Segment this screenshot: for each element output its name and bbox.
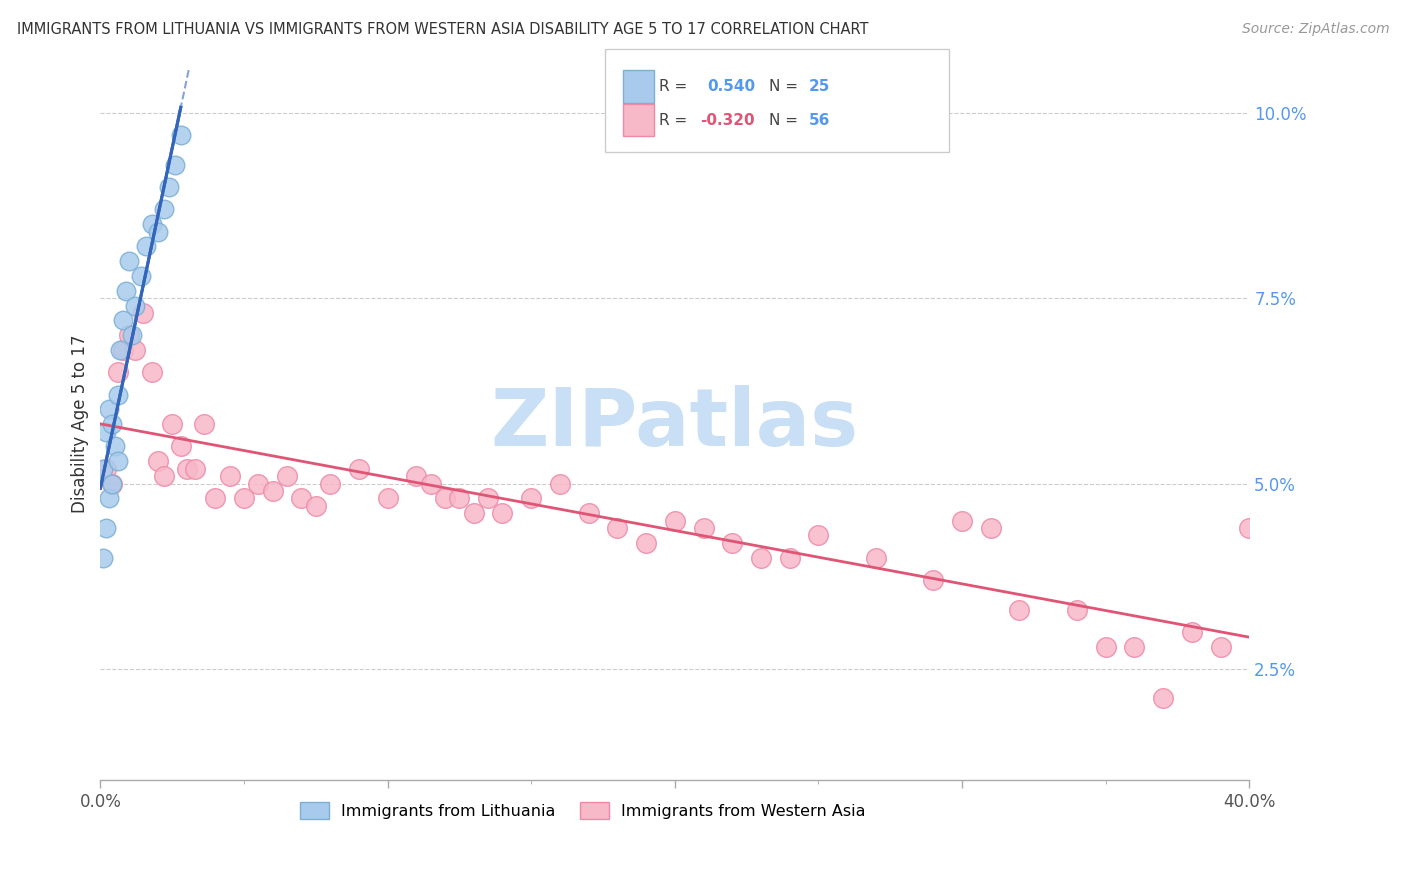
Point [980,521,1002,535]
Point [319,476,342,491]
Point [124,343,146,358]
Point [1181,624,1204,639]
Point [578,506,600,520]
Point [1123,640,1146,654]
Point [434,491,457,506]
Point [132,306,155,320]
Point [115,284,138,298]
Point [94,521,117,535]
Point [94,461,117,475]
Text: Source: ZipAtlas.com: Source: ZipAtlas.com [1241,22,1389,37]
Point [107,454,129,468]
Legend: Immigrants from Lithuania, Immigrants from Western Asia: Immigrants from Lithuania, Immigrants fr… [294,796,872,825]
Point [1066,602,1088,616]
Point [405,469,427,483]
Text: -0.320: -0.320 [700,113,755,128]
Text: N =: N = [769,113,803,128]
Point [463,506,485,520]
Text: R =: R = [659,113,693,128]
Point [664,514,686,528]
Point [636,536,658,550]
Point [160,417,183,432]
Point [779,550,801,565]
Point [118,254,141,268]
Point [305,499,328,513]
Text: 56: 56 [808,113,830,128]
Point [170,440,193,454]
Point [276,469,298,483]
Point [112,343,135,358]
Point [449,491,471,506]
Point [606,521,628,535]
Point [377,491,399,506]
Point [749,550,772,565]
Point [1094,640,1116,654]
Point [1152,691,1174,706]
Point [922,573,945,587]
Point [548,476,571,491]
Point [101,417,124,432]
Point [152,202,174,217]
Text: 25: 25 [808,79,830,94]
Point [807,528,830,542]
Point [121,328,143,343]
Point [107,387,129,401]
Point [129,268,152,283]
Text: IMMIGRANTS FROM LITHUANIA VS IMMIGRANTS FROM WESTERN ASIA DISABILITY AGE 5 TO 17: IMMIGRANTS FROM LITHUANIA VS IMMIGRANTS … [17,22,869,37]
Text: 0.540: 0.540 [707,79,755,94]
Text: N =: N = [769,79,803,94]
Point [347,461,370,475]
Point [218,469,240,483]
Point [1209,640,1232,654]
Point [146,225,169,239]
Point [141,217,163,231]
Y-axis label: Disability Age 5 to 17: Disability Age 5 to 17 [72,335,89,514]
Point [290,491,312,506]
Point [520,491,543,506]
Point [91,550,114,565]
Point [98,402,121,417]
Point [104,440,127,454]
Point [491,506,513,520]
Point [107,365,129,379]
Point [135,239,157,253]
Point [692,521,714,535]
Point [110,343,132,358]
Point [152,469,174,483]
Point [950,514,973,528]
Point [94,425,117,439]
Point [262,483,284,498]
Point [247,476,270,491]
Point [204,491,226,506]
Point [721,536,744,550]
Point [163,158,186,172]
Point [157,180,180,194]
Point [1008,602,1031,616]
Point [98,491,121,506]
Point [101,476,124,491]
Point [124,299,146,313]
Point [233,491,256,506]
Point [170,128,193,143]
Point [112,313,135,327]
Point [141,365,163,379]
Point [477,491,499,506]
Point [101,476,124,491]
Point [118,328,141,343]
Text: ZIPatlas: ZIPatlas [491,385,859,463]
Point [184,461,207,475]
Point [146,454,169,468]
Point [193,417,215,432]
Text: R =: R = [659,79,697,94]
Point [91,461,114,475]
Point [1239,521,1261,535]
Point [419,476,441,491]
Point [176,461,198,475]
Point [865,550,887,565]
